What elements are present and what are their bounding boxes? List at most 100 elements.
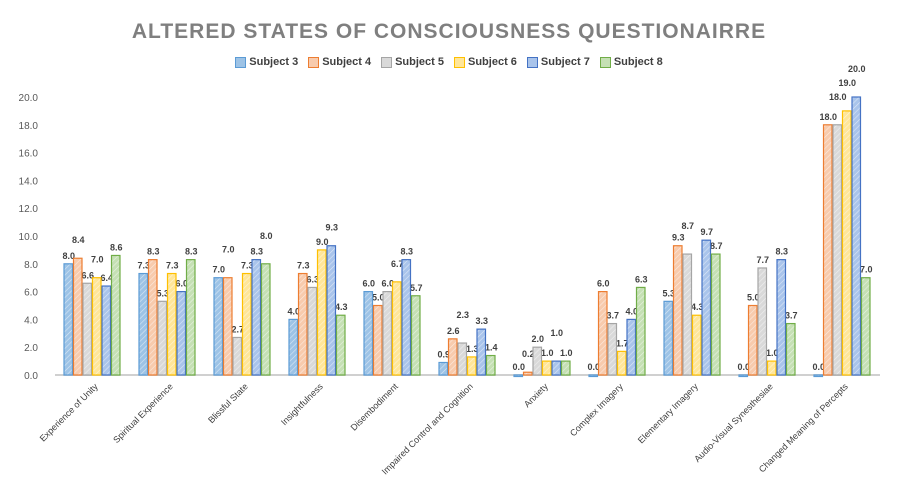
y-tick-label: 0.0 [24,371,38,382]
data-label: 9.7 [700,227,713,237]
bar [335,314,346,376]
data-label: 7.0 [222,245,235,255]
legend-label: Subject 7 [540,56,590,68]
data-label: 0.0 [737,362,750,372]
data-label: 8.6 [110,242,123,252]
x-tick-label: Blissful State [206,381,250,425]
x-tick-label: Audio-Visual Synesthesiae [692,381,775,464]
bar [260,263,271,376]
bar [72,257,83,376]
data-label: 8.3 [185,247,198,257]
data-label: 6.3 [306,274,319,284]
bar [776,259,787,376]
chart-title: ALTERED STATES OF CONSCIOUSNESS QUESTION… [131,20,767,43]
legend-swatch [308,56,320,68]
data-label: 8.3 [147,247,160,257]
y-tick-label: 14.0 [19,176,39,187]
bar [251,259,262,376]
data-label: 3.7 [606,311,619,321]
y-tick-label: 16.0 [19,149,39,160]
legend-item: Subject 6 [454,56,517,68]
data-label: 1.0 [766,348,779,358]
bar [241,272,252,376]
data-label: 8.7 [681,221,694,231]
data-label: 3.7 [785,311,798,321]
data-label: 8.3 [775,247,788,257]
data-label: 4.3 [691,302,704,312]
x-tick-label: Experience of Unity [38,381,101,444]
data-label: 8.3 [250,247,263,257]
data-label: 7.3 [241,261,254,271]
bar [382,291,393,376]
bar [401,259,412,376]
x-tick-label: Impaired Control and Cognition [380,381,475,476]
bar [832,124,843,376]
data-label: 7.3 [137,261,150,271]
legend-item: Subject 8 [599,56,663,68]
data-label: 1.4 [485,343,498,353]
data-label: 2.3 [456,310,469,320]
bar [551,360,562,376]
data-labels: 8.0 8.4 6.6 7.0 6.4 8.6 7.3 8.3 5.3 7.3 6.0 8.3 7.0 7… [62,64,872,372]
bar [682,253,693,376]
legend-item: Subject 4 [308,56,371,68]
bar [82,282,93,376]
x-tick-label: Complex Imagery [568,381,625,438]
y-tick-label: 10.0 [19,232,39,243]
x-tick-label: Changed Meaning of Percepts [757,381,850,474]
data-label: 5.3 [156,288,169,298]
bar [541,360,552,376]
bar [710,253,721,376]
bar [363,291,374,376]
bar [410,295,421,376]
y-tick-label: 2.0 [24,343,38,354]
bar [476,328,487,376]
bar [607,322,618,376]
data-label: 18.0 [829,92,847,102]
bar [447,338,458,376]
legend-label: Subject 5 [395,56,444,68]
data-label: 9.0 [316,237,329,247]
bar [663,300,674,376]
legend-swatch [526,56,538,68]
x-tick-label: Spiritual Experience [111,381,175,445]
bar [297,272,308,376]
data-label: 7.3 [297,261,310,271]
data-label: 2.6 [447,326,460,336]
data-label: 6.7 [391,259,404,269]
bar [691,314,702,376]
bar [513,374,524,378]
data-label: 0.0 [587,362,600,372]
bar [288,318,299,376]
data-label: 4.0 [625,306,638,316]
data-label: 18.0 [819,112,837,122]
x-tick-label: Elementary Imagery [636,381,700,445]
legend-label: Subject 3 [249,56,299,68]
data-label: 5.7 [410,283,423,293]
bar [616,350,627,376]
data-label: 9.3 [672,233,685,243]
x-tick-label: Disembodiment [349,381,401,433]
data-label: 6.4 [100,273,113,283]
bar [672,245,683,376]
legend-swatch [599,56,611,68]
data-label: 0.0 [512,362,525,372]
data-label: 4.3 [335,302,348,312]
bar [766,360,777,376]
bar [757,267,768,376]
legend-label: Subject 8 [613,56,663,68]
legend-swatch [454,56,465,68]
data-label: 8.3 [400,247,413,257]
bar [372,304,383,376]
y-tick-label: 8.0 [24,260,38,271]
bar [457,342,468,376]
bar [222,277,233,376]
data-label: 8.0 [260,231,273,241]
bar [316,249,327,376]
bar [157,300,168,376]
bar [851,96,862,376]
bar [391,281,402,376]
data-label: 4.0 [287,306,300,316]
